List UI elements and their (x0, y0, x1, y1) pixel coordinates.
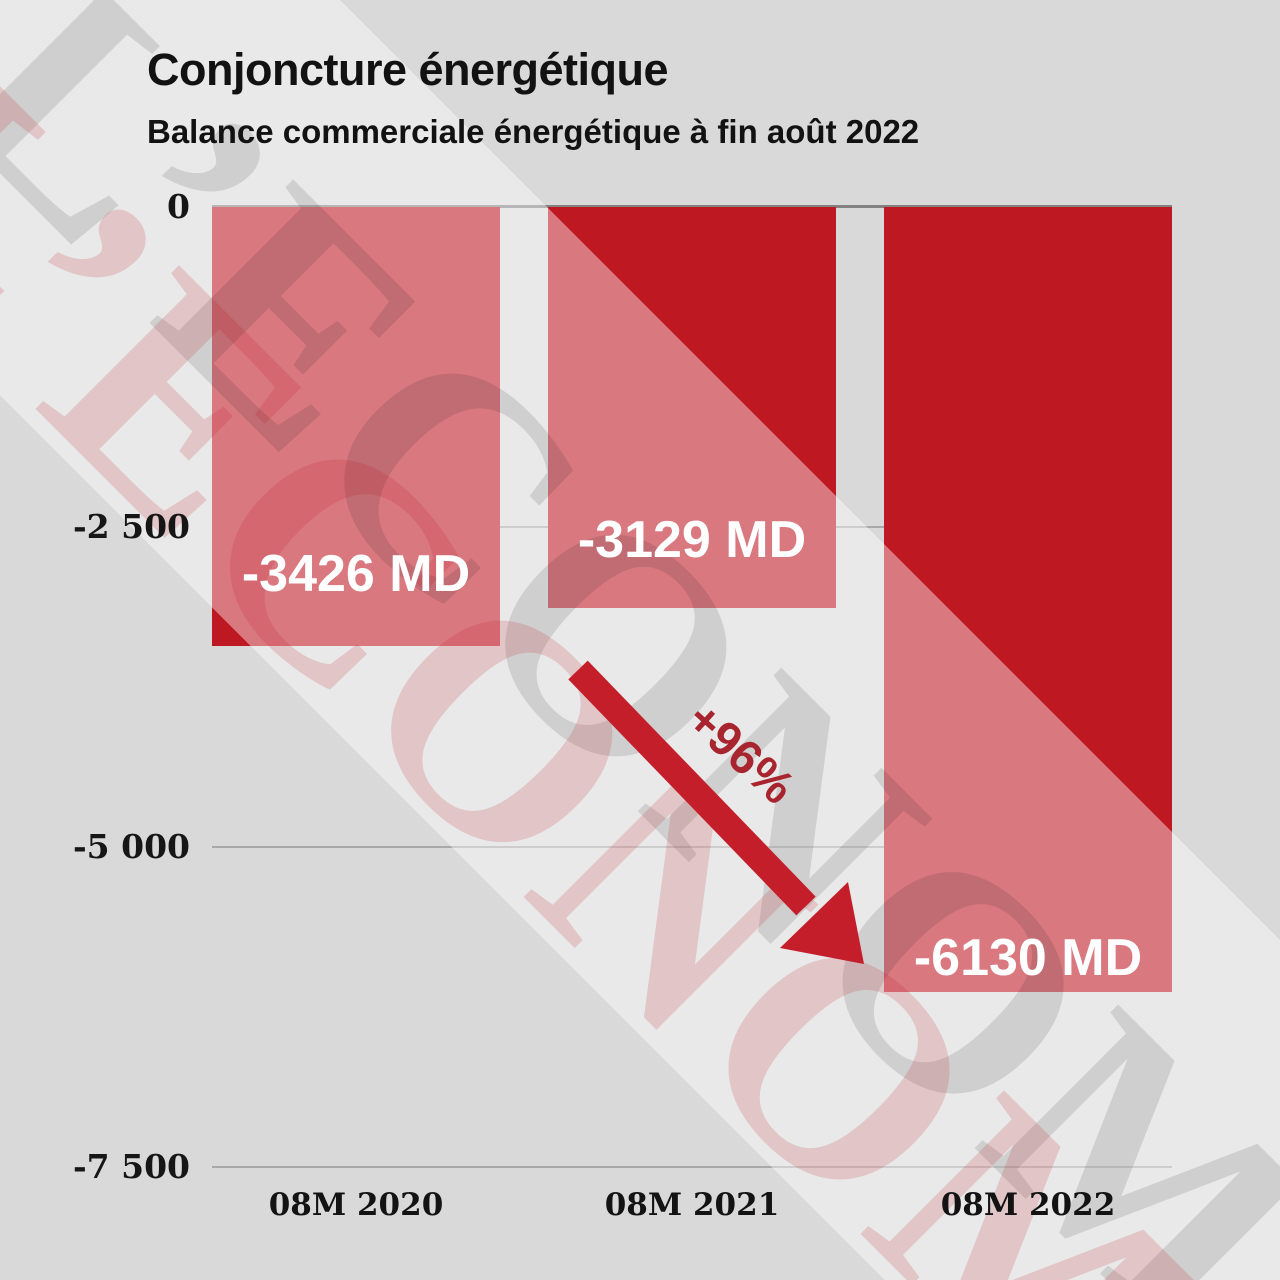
chart-subtitle: Balance commerciale énergétique à fin ao… (147, 113, 920, 150)
page-title: Conjoncture énergétique (147, 44, 669, 95)
bar-value-label-2: -3129 MD (577, 510, 807, 569)
bar-value-label-1: -3426 MD (241, 544, 471, 603)
growth-percentage-label: +96% (676, 692, 805, 815)
bar-08m-2022 (884, 207, 1172, 992)
gridline--7500 (212, 1166, 1172, 1168)
y-tick-label--2500: -2 500 (72, 507, 190, 546)
y-tick-label-0: 0 (167, 187, 190, 226)
x-axis-label-3: 08M 2022 (940, 1187, 1116, 1223)
x-axis-label-1: 08M 2020 (268, 1187, 444, 1223)
x-axis-label-2: 08M 2021 (604, 1187, 780, 1223)
y-tick-label--5000: -5 000 (72, 827, 190, 866)
bar-08m-2021 (548, 207, 836, 608)
gridline-0 (212, 205, 1172, 208)
y-tick-label--7500: -7 500 (72, 1147, 190, 1186)
bar-value-label-3: -6130 MD (913, 928, 1143, 987)
bar-08m-2020 (212, 207, 500, 646)
